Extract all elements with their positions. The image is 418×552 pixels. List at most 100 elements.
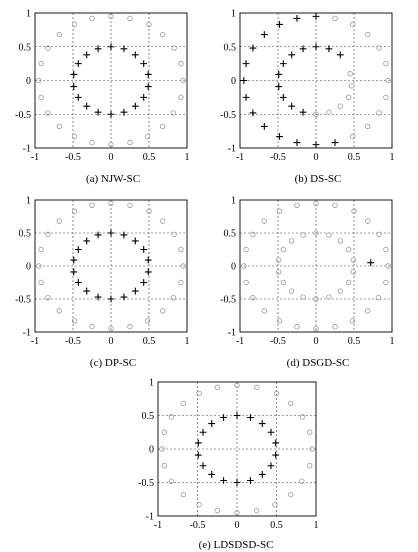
circle-marker: [178, 246, 184, 253]
circle-marker: [180, 77, 186, 84]
plus-marker: [140, 279, 148, 286]
y-tick-label: 0.5: [19, 42, 32, 53]
circle-marker: [385, 263, 391, 269]
circle-marker: [326, 109, 332, 115]
y-tick-label: 1: [231, 196, 236, 207]
plus-marker: [260, 31, 268, 38]
circle-marker: [326, 232, 332, 238]
circle-marker: [161, 429, 168, 435]
circle-marker: [243, 246, 249, 253]
x-tick-label: 0.5: [270, 520, 283, 531]
x-tick-label: 0.5: [348, 152, 361, 163]
circle-marker: [349, 133, 356, 140]
circle-marker: [146, 21, 152, 28]
circle-marker: [168, 414, 175, 420]
circle-marker: [234, 509, 240, 516]
circle-marker: [273, 390, 280, 397]
circle-marker: [168, 478, 175, 484]
circle-marker: [180, 400, 186, 407]
circle-marker: [234, 382, 240, 389]
x-tick-label: -0.5: [190, 520, 206, 531]
plus-marker: [272, 439, 280, 447]
scatter-panel-4: -1 -0.5 0 0.5 1 1 0.5 0 -0.5 -1: [138, 378, 318, 532]
circle-marker: [313, 230, 319, 236]
x-tick-label: 0: [314, 152, 319, 163]
circle-marker: [180, 263, 186, 269]
plus-marker: [74, 93, 82, 101]
plus-marker: [233, 412, 241, 419]
plus-marker: [288, 102, 296, 110]
circle-marker: [89, 202, 95, 208]
plus-marker: [199, 428, 207, 436]
circle-marker: [108, 326, 114, 332]
y-tick-label: -1: [23, 144, 31, 155]
plus-marker: [107, 229, 115, 237]
circle-marker: [276, 318, 283, 324]
plus-marker: [276, 21, 283, 28]
plus-marker: [312, 43, 320, 51]
circle-marker: [89, 139, 95, 146]
circle-marker: [180, 491, 186, 498]
plus-marker: [312, 12, 320, 20]
plus-marker: [267, 462, 275, 470]
circle-marker: [300, 294, 306, 300]
circle-marker: [127, 15, 133, 22]
plus-marker: [299, 108, 307, 116]
circle-marker: [375, 294, 382, 301]
circle-marker: [214, 507, 220, 514]
circle-marker: [364, 31, 371, 38]
plus-marker: [83, 287, 91, 295]
x-tick-label: -1: [31, 152, 39, 163]
y-tick-label: 0: [26, 262, 31, 273]
x-tick-label: 1: [390, 152, 395, 163]
y-tick-label: 0: [231, 76, 236, 87]
plus-marker: [83, 51, 91, 59]
circle-marker: [306, 429, 313, 435]
circle-marker: [161, 463, 168, 469]
circle-marker: [349, 21, 356, 28]
circle-marker: [170, 294, 177, 301]
circle-marker: [276, 269, 282, 275]
y-tick-label: -1: [23, 328, 31, 339]
plus-marker: [258, 471, 266, 478]
circle-marker: [383, 94, 389, 101]
y-tick-label: -1: [228, 328, 236, 339]
plus-marker: [194, 439, 202, 447]
plus-marker: [131, 102, 139, 110]
plus-marker: [131, 287, 139, 295]
x-tick-label: 0: [235, 520, 240, 531]
y-tick-label: 0: [149, 445, 154, 456]
y-tick-label: -1: [228, 144, 236, 155]
plus-marker: [144, 71, 152, 78]
plot-frame: [34, 12, 188, 149]
plus-marker: [107, 110, 115, 118]
plus-marker: [140, 246, 148, 253]
circle-marker: [214, 384, 220, 391]
plus-marker: [260, 123, 268, 130]
x-tick-label: 0: [109, 152, 114, 163]
circle-marker: [144, 133, 151, 140]
plus-marker: [331, 139, 339, 146]
scatter-panel-2: -1 -0.5 0 0.5 1 1 0.5 0 -0.5 -1: [15, 196, 189, 348]
plus-marker: [94, 293, 102, 301]
circle-marker: [376, 231, 382, 238]
y-tick-label: 0.5: [142, 411, 155, 422]
circle-marker: [38, 94, 44, 101]
plus-marker: [70, 83, 78, 90]
circle-marker: [337, 238, 344, 244]
circle-marker: [250, 294, 256, 301]
x-tick-label: -0.5: [270, 336, 286, 347]
circle-marker: [159, 308, 166, 314]
circle-marker: [350, 257, 356, 263]
circle-marker: [89, 15, 95, 22]
plus-marker: [74, 279, 82, 286]
circle-marker: [108, 200, 114, 206]
x-tick-label: -1: [31, 336, 39, 347]
circle-marker: [345, 246, 352, 253]
y-tick-label: -0.5: [138, 478, 154, 489]
circle-marker: [345, 279, 352, 286]
x-tick-label: 1: [390, 336, 395, 347]
y-tick-label: -0.5: [15, 295, 31, 306]
circle-marker: [71, 318, 78, 324]
circle-marker: [38, 60, 44, 67]
